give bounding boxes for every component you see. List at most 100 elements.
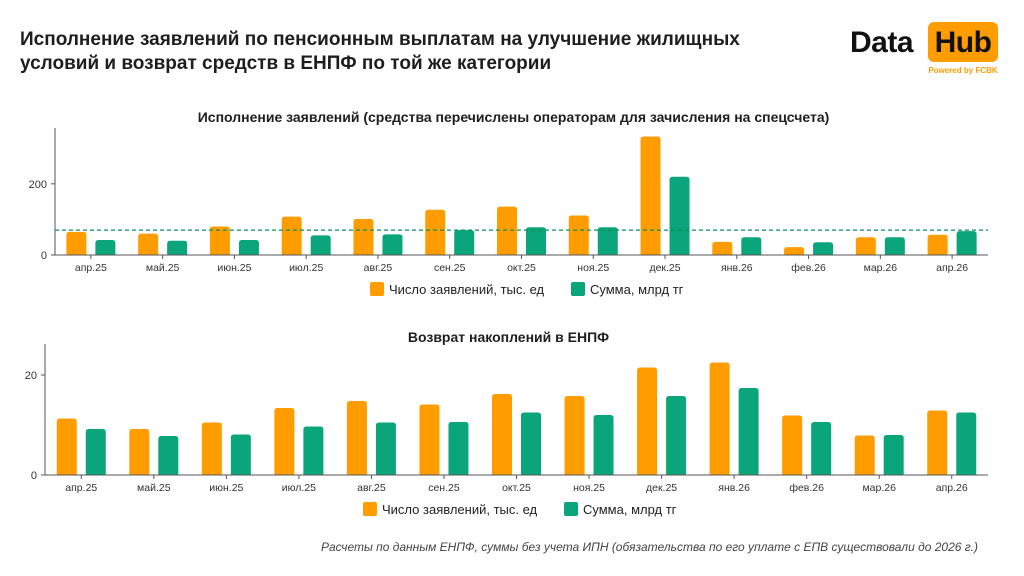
bar-amount	[521, 412, 541, 475]
bar-applications	[346, 401, 367, 475]
legend-label: Сумма, млрд тг	[590, 282, 684, 297]
bar-applications	[855, 237, 876, 255]
bar-amount	[158, 436, 179, 475]
bar-amount	[956, 231, 977, 255]
bar-amount	[593, 415, 614, 475]
x-tick-label: окт.25	[507, 262, 536, 274]
x-tick-label: апр.25	[75, 262, 107, 274]
bar-applications	[281, 216, 302, 255]
bar-amount	[167, 240, 188, 255]
bar-amount	[883, 435, 904, 475]
bar-applications	[274, 408, 295, 475]
legend-swatch	[564, 502, 578, 516]
bar-amount	[956, 412, 977, 475]
y-tick-label: 200	[29, 179, 47, 191]
bar-applications	[927, 410, 948, 475]
bar-applications	[640, 136, 661, 255]
bar-amount	[382, 234, 403, 255]
bar-applications	[927, 234, 948, 255]
x-tick-label: авг.25	[364, 262, 393, 274]
x-tick-label: янв.26	[718, 482, 750, 494]
bar-amount	[238, 240, 259, 255]
x-tick-label: мар.26	[862, 482, 896, 494]
bar-amount	[375, 422, 396, 475]
bar-applications	[712, 241, 733, 255]
bar-amount	[95, 240, 116, 255]
bar-applications	[209, 226, 230, 255]
chart-title: Исполнение заявлений (средства перечисле…	[198, 109, 830, 125]
bar-amount	[669, 176, 690, 255]
bar-applications	[129, 429, 150, 475]
chart-title: Возврат накоплений в ЕНПФ	[408, 329, 609, 345]
x-tick-label: апр.26	[936, 262, 968, 274]
bar-applications	[66, 231, 87, 255]
x-tick-label: дек.25	[649, 262, 680, 274]
x-tick-label: сен.25	[428, 482, 460, 494]
x-tick-label: сен.25	[434, 262, 466, 274]
bar-applications	[854, 435, 875, 475]
bar-amount	[454, 230, 475, 255]
x-tick-label: май.25	[137, 482, 171, 494]
bar-amount	[738, 388, 759, 475]
bar-amount	[884, 237, 905, 255]
bar-applications	[56, 418, 77, 475]
x-tick-label: мар.26	[864, 262, 898, 274]
footnote: Расчеты по данным ЕНПФ, суммы без учета …	[320, 540, 978, 554]
x-tick-label: апр.26	[936, 482, 968, 494]
bar-applications	[782, 415, 803, 475]
datahub-logo: Data Hub Powered by FCBK	[848, 18, 1000, 80]
x-tick-label: окт.25	[502, 482, 531, 494]
bar-applications	[492, 394, 512, 475]
x-tick-label: авг.25	[357, 482, 386, 494]
logo-word-hub: Hub	[934, 26, 992, 59]
bar-amount	[813, 242, 834, 255]
bar-applications	[568, 215, 589, 255]
bar-amount	[741, 237, 762, 255]
legend-swatch	[363, 502, 377, 516]
x-tick-label: июл.25	[282, 482, 316, 494]
bar-applications	[353, 219, 374, 255]
bar-amount	[811, 422, 832, 475]
x-tick-label: июн.25	[217, 262, 251, 274]
x-tick-label: фев.26	[789, 482, 824, 494]
bar-amount	[85, 429, 106, 475]
legend-label: Сумма, млрд тг	[583, 502, 677, 517]
legend-label: Число заявлений, тыс. ед	[382, 502, 538, 517]
x-tick-label: дек.25	[646, 482, 677, 494]
bar-amount	[310, 235, 331, 255]
bar-applications	[784, 247, 805, 255]
bar-applications	[564, 396, 585, 475]
y-tick-label: 0	[31, 470, 37, 482]
legend-label: Число заявлений, тыс. ед	[389, 282, 545, 297]
x-tick-label: ноя.25	[573, 482, 605, 494]
logo-hub-box: Hub	[928, 22, 998, 62]
bar-amount	[666, 396, 687, 475]
legend-swatch	[370, 282, 384, 296]
bar-amount	[448, 422, 469, 475]
logo-word-data: Data	[850, 26, 914, 59]
x-tick-label: фев.26	[791, 262, 826, 274]
chart-enpf-returns: Возврат накоплений в ЕНПФ 0 20 апр.25 май.25…	[25, 329, 988, 517]
bar-applications	[425, 209, 446, 255]
x-tick-label: янв.26	[721, 262, 753, 274]
bar-applications	[637, 367, 658, 475]
x-tick-label: май.25	[146, 262, 180, 274]
bar-amount	[526, 227, 546, 255]
x-tick-label: ноя.25	[577, 262, 609, 274]
bar-amount	[597, 227, 618, 255]
y-tick-label: 0	[41, 250, 47, 262]
chart-applications-execution: Исполнение заявлений (средства перечисле…	[29, 109, 988, 297]
bar-applications	[419, 404, 440, 475]
bar-applications	[709, 362, 730, 475]
bar-applications	[138, 233, 159, 255]
x-tick-label: июн.25	[209, 482, 243, 494]
bar-amount	[303, 426, 324, 475]
bar-applications	[497, 206, 517, 255]
bar-applications	[201, 422, 222, 475]
y-tick-label: 20	[25, 370, 37, 382]
logo-powered-by: Powered by FCBK	[928, 66, 998, 75]
x-tick-label: июл.25	[289, 262, 323, 274]
x-tick-label: апр.25	[65, 482, 97, 494]
legend-swatch	[571, 282, 585, 296]
bar-amount	[230, 434, 251, 475]
